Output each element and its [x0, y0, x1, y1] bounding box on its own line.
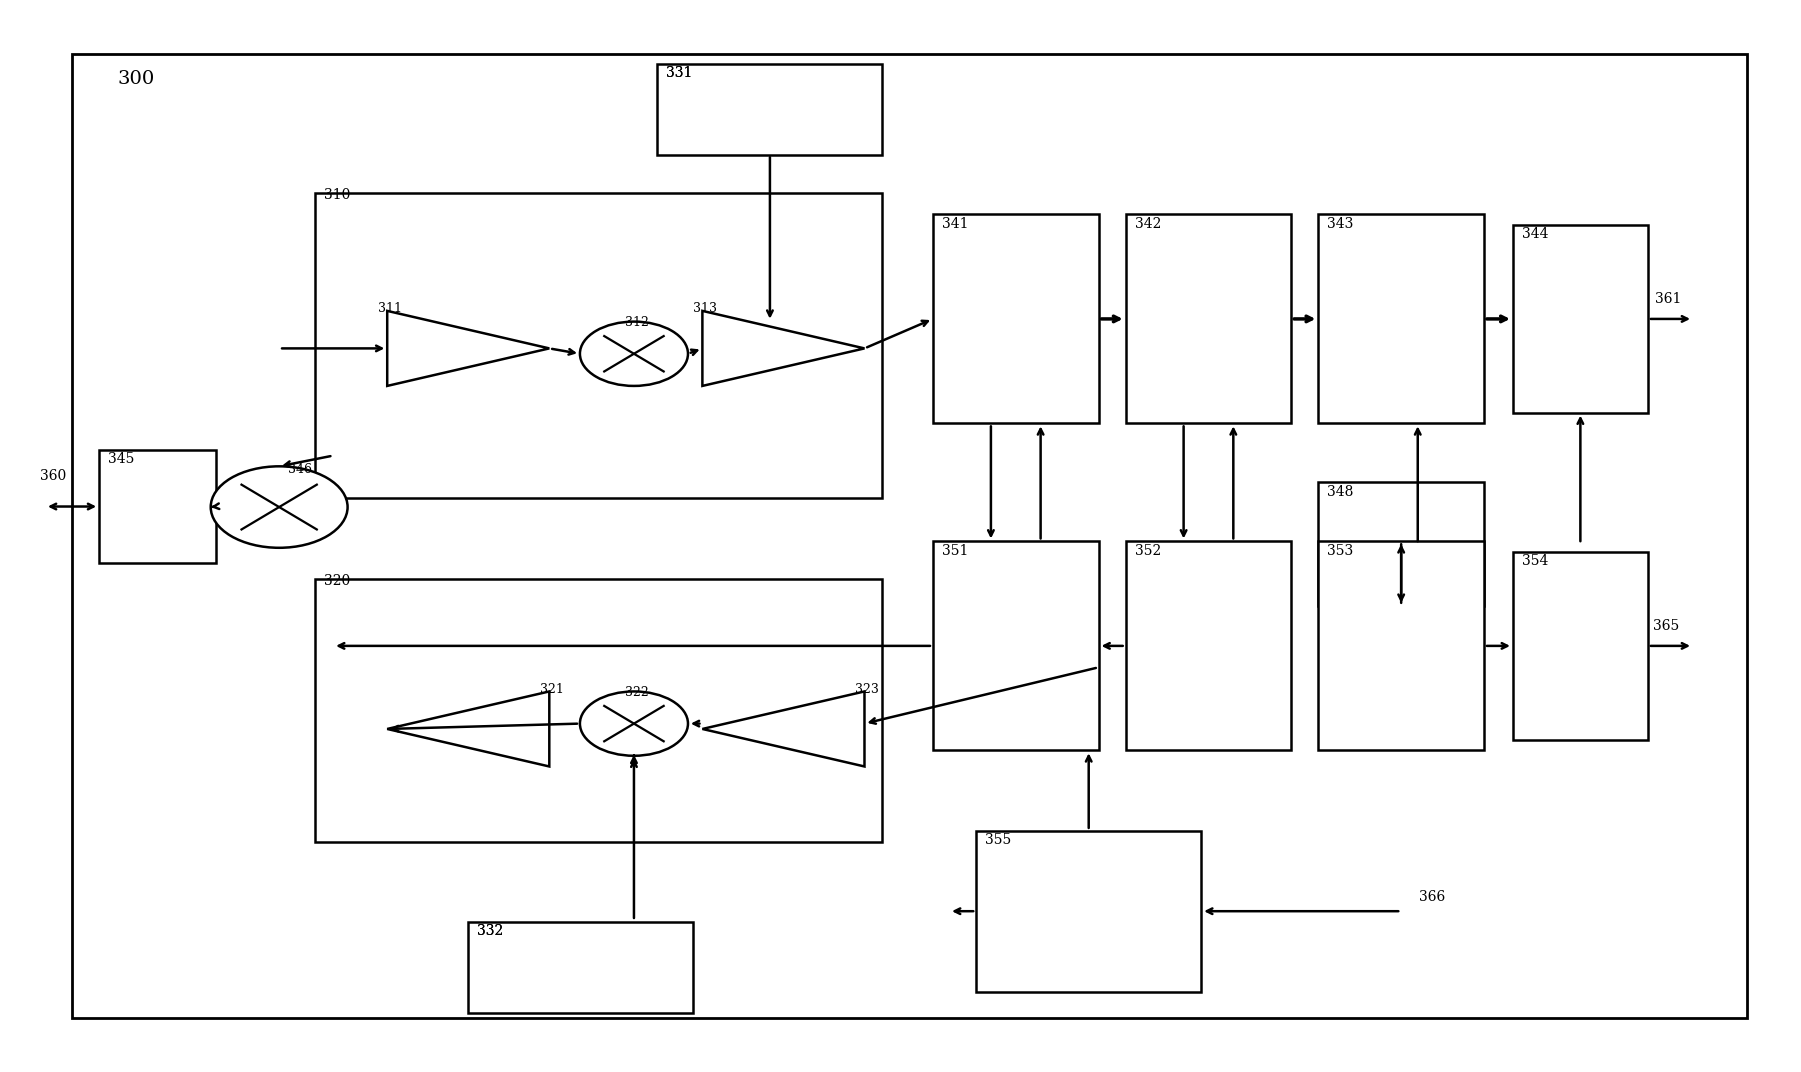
Text: 321: 321	[540, 683, 564, 696]
Bar	[1126, 214, 1291, 423]
Bar	[99, 450, 216, 563]
Polygon shape	[387, 691, 549, 766]
Bar	[1318, 214, 1484, 423]
Text: 354: 354	[1522, 554, 1549, 568]
Bar	[1318, 482, 1484, 606]
Circle shape	[580, 691, 688, 756]
Bar	[933, 541, 1099, 750]
Text: 366: 366	[1419, 890, 1446, 904]
Text: 355: 355	[985, 833, 1012, 847]
Polygon shape	[702, 311, 864, 386]
Bar	[1318, 541, 1484, 750]
Text: 322: 322	[625, 686, 648, 699]
Text: 313: 313	[693, 302, 717, 315]
Bar	[315, 193, 882, 498]
Bar	[657, 64, 882, 155]
Bar	[1126, 541, 1291, 750]
Text: 331: 331	[666, 66, 693, 80]
Text: 345: 345	[108, 452, 135, 466]
Text: 332: 332	[477, 924, 504, 938]
Text: 312: 312	[625, 316, 648, 329]
Text: 341: 341	[942, 217, 969, 230]
Circle shape	[580, 322, 688, 386]
Bar	[315, 579, 882, 842]
Text: 348: 348	[1327, 485, 1354, 498]
Text: 360: 360	[40, 470, 67, 483]
Polygon shape	[702, 691, 864, 766]
Text: 320: 320	[324, 574, 351, 587]
Text: 331: 331	[666, 66, 693, 80]
Bar	[976, 831, 1201, 992]
Bar	[468, 922, 693, 1013]
Text: 352: 352	[1135, 544, 1162, 557]
Text: 351: 351	[942, 544, 969, 557]
Text: 343: 343	[1327, 217, 1354, 230]
Bar	[1513, 225, 1648, 413]
Bar	[933, 214, 1099, 423]
Bar	[1513, 552, 1648, 740]
Text: 342: 342	[1135, 217, 1162, 230]
Text: 310: 310	[324, 188, 351, 202]
Text: 311: 311	[378, 302, 402, 315]
Text: 361: 361	[1655, 292, 1682, 307]
Text: 344: 344	[1522, 227, 1549, 241]
Text: 346: 346	[288, 463, 312, 476]
Polygon shape	[387, 311, 549, 386]
Text: 323: 323	[855, 683, 879, 696]
Text: 353: 353	[1327, 544, 1354, 557]
Text: 332: 332	[477, 924, 504, 938]
Text: 365: 365	[1653, 620, 1680, 634]
Circle shape	[211, 466, 348, 548]
Text: 300: 300	[117, 70, 155, 88]
